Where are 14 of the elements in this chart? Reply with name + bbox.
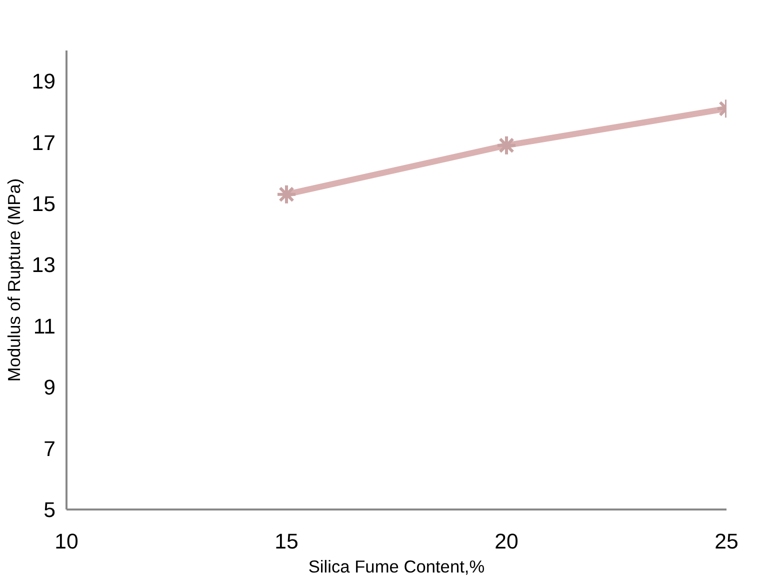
x-tick-label: 15 xyxy=(274,530,298,554)
y-tick-label: 7 xyxy=(44,436,56,461)
x-tick-label: 20 xyxy=(494,530,518,554)
x-tick-label: 10 xyxy=(54,530,78,554)
y-axis-title: Modulus of Rupture (MPa) xyxy=(4,178,24,382)
y-tick-label: 11 xyxy=(33,314,56,338)
x-tick-label: 25 xyxy=(714,530,738,554)
y-tick-label: 19 xyxy=(32,70,56,94)
y-tick-label: 15 xyxy=(32,192,56,216)
y-tick-label: 17 xyxy=(32,130,56,155)
y-tick-label: 5 xyxy=(44,498,56,522)
x-axis-title: Silica Fume Content,% xyxy=(308,556,485,576)
y-tick-label: 9 xyxy=(44,376,56,400)
y-tick-label: 13 xyxy=(32,253,56,278)
